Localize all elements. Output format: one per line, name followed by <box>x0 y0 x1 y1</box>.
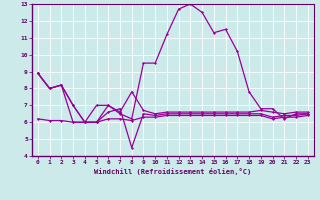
X-axis label: Windchill (Refroidissement éolien,°C): Windchill (Refroidissement éolien,°C) <box>94 168 252 175</box>
